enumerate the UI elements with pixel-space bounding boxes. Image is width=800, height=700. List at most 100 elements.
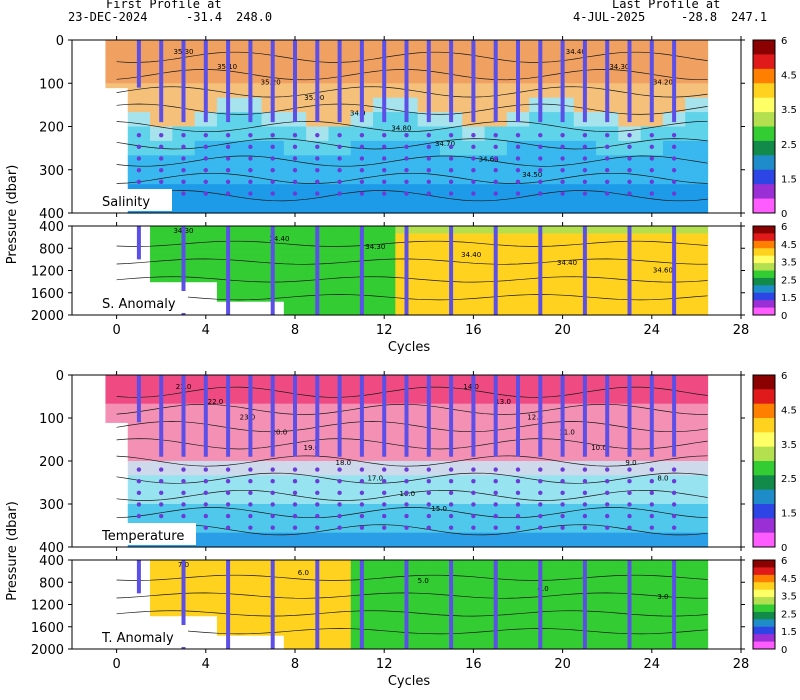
profile-point — [359, 479, 365, 484]
data-cell — [417, 155, 441, 171]
data-cell — [551, 574, 575, 583]
data-cell — [417, 307, 441, 316]
profile-point — [315, 490, 320, 496]
profile-point — [203, 144, 208, 150]
first-profile-lat: -31.4 — [186, 10, 223, 24]
data-cell — [373, 169, 396, 185]
data-cell — [685, 54, 709, 70]
profile-point — [605, 513, 610, 519]
colorbar-swatch — [753, 198, 775, 214]
profile-point — [493, 490, 498, 496]
profile-point — [270, 513, 275, 519]
data-cell — [417, 567, 441, 576]
data-cell — [328, 277, 352, 286]
data-cell — [328, 198, 352, 214]
data-cell — [306, 532, 330, 548]
data-cell — [596, 589, 619, 598]
data-cell — [239, 263, 263, 272]
profile-point — [292, 167, 298, 173]
data-cell — [685, 619, 709, 628]
data-cell — [373, 270, 396, 279]
data-cell — [395, 198, 419, 214]
data-cell — [573, 169, 597, 185]
data-cell — [239, 233, 263, 242]
data-cell — [194, 611, 218, 617]
profile-point — [538, 467, 543, 472]
data-cell — [618, 532, 642, 548]
contour-label: 22.0 — [208, 398, 224, 406]
data-cell — [685, 277, 709, 286]
profile-point — [538, 167, 543, 173]
contour-label: 34.40 — [557, 259, 577, 267]
contour-label: 34.9 — [350, 109, 366, 117]
data-cell — [685, 112, 709, 128]
data-cell — [596, 263, 619, 272]
profile-point — [337, 167, 342, 173]
data-cell — [417, 233, 441, 242]
profile-point — [337, 191, 342, 196]
data-cell — [685, 489, 709, 505]
data-cell — [194, 248, 218, 257]
data-cell — [596, 300, 619, 309]
profile-point — [248, 191, 253, 196]
profile-point — [359, 513, 365, 519]
profile-point — [627, 513, 632, 519]
data-cell — [373, 604, 396, 613]
profile-point — [471, 467, 476, 472]
data-cell — [283, 270, 307, 279]
profile-point — [426, 132, 431, 138]
profile-point — [671, 525, 677, 530]
profile-point — [627, 490, 632, 496]
data-cell — [551, 589, 575, 598]
data-cell — [462, 597, 486, 606]
data-cell — [194, 263, 218, 272]
profile-point — [270, 191, 275, 196]
data-cell — [239, 611, 263, 620]
profile-point — [426, 525, 431, 530]
data-cell — [551, 604, 575, 613]
profile-point — [471, 179, 476, 185]
data-cell — [640, 240, 664, 249]
colorbar-swatch — [753, 504, 775, 519]
profile-point — [515, 144, 521, 150]
profile-point — [605, 490, 610, 496]
data-cell — [506, 307, 530, 316]
last-profile-lat: -28.8 — [681, 10, 718, 24]
data-cell — [551, 597, 575, 606]
profile-point — [337, 144, 342, 150]
data-cell — [685, 567, 709, 576]
colorbar-swatch — [753, 285, 775, 294]
profile-point — [582, 132, 588, 138]
contour-label: 12.0 — [527, 413, 543, 421]
data-cell — [551, 198, 575, 214]
profile-point — [203, 479, 208, 484]
data-cell — [328, 226, 352, 235]
panel-label: T. Anomaly — [101, 631, 174, 646]
data-cell — [551, 634, 575, 643]
data-cell — [239, 248, 263, 257]
data-cell — [417, 626, 441, 635]
profile-point — [315, 156, 320, 161]
profile-point — [225, 525, 231, 530]
profile-point — [560, 191, 565, 196]
data-cell — [506, 277, 530, 286]
data-cell — [283, 504, 307, 519]
profile-point — [248, 467, 253, 472]
data-cell — [596, 574, 619, 583]
x-tick-label: 20 — [554, 657, 571, 672]
data-cell — [551, 240, 575, 249]
data-cell — [596, 240, 619, 249]
colorbar-tick-label: 0 — [781, 543, 787, 554]
colorbar-swatch — [753, 248, 775, 257]
profile-point — [560, 513, 565, 519]
x-tick-label: 24 — [644, 657, 661, 672]
colorbar-frame — [752, 374, 776, 548]
data-cell — [127, 432, 151, 448]
profile-point — [382, 191, 387, 196]
data-cell — [506, 226, 530, 235]
data-cell — [551, 226, 575, 235]
data-cell — [328, 582, 352, 591]
profile-point — [181, 144, 186, 150]
profile-point — [136, 479, 142, 484]
colorbar-tick-label: 1.5 — [781, 509, 797, 520]
